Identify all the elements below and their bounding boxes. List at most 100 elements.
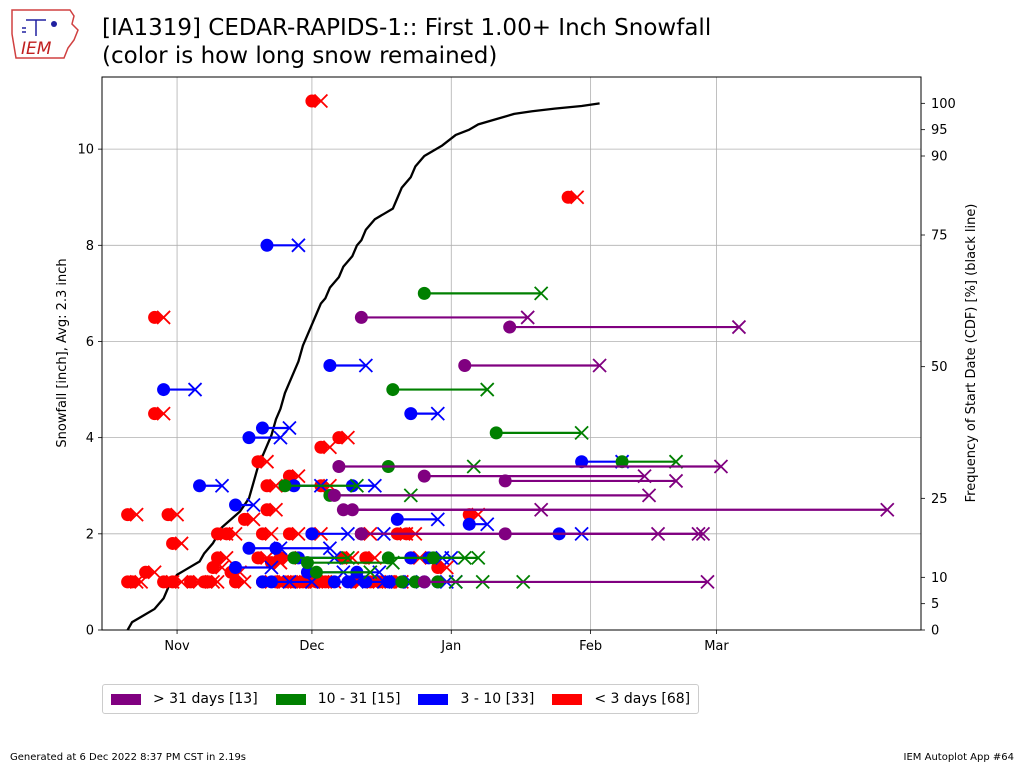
y2-tick-label: 10 xyxy=(931,571,948,586)
event-end-marker xyxy=(273,541,288,556)
y2-tick-label: 25 xyxy=(931,492,948,507)
event-end-marker xyxy=(340,526,356,541)
snow-event xyxy=(404,406,445,421)
event-start-marker xyxy=(318,575,332,589)
snow-event xyxy=(462,517,495,532)
cdf-line xyxy=(126,102,600,631)
snow-event xyxy=(161,507,185,522)
cdf-line-group xyxy=(126,102,600,631)
event-end-marker xyxy=(291,238,306,253)
snow-event xyxy=(561,190,585,205)
x-axis: Nov Dec Jan Feb Mar xyxy=(164,630,729,654)
event-end-marker xyxy=(156,406,171,421)
snow-event xyxy=(148,310,171,325)
snow-event xyxy=(278,478,365,493)
snow-event xyxy=(305,526,356,541)
event-start-marker xyxy=(309,565,323,579)
event-start-marker xyxy=(305,94,319,108)
event-start-marker xyxy=(237,512,251,526)
event-end-marker xyxy=(480,382,495,397)
event-end-marker xyxy=(259,454,275,469)
event-start-marker xyxy=(229,560,243,574)
snow-event xyxy=(157,382,203,397)
snow-event xyxy=(237,512,261,527)
x-tick-label: Nov xyxy=(164,639,190,654)
event-start-marker xyxy=(148,310,162,324)
y2-tick-label: 0 xyxy=(931,624,939,639)
y2-tick-label: 100 xyxy=(931,97,956,112)
event-start-marker xyxy=(359,551,373,565)
app-label: IEM Autoplot App #64 xyxy=(903,752,1014,763)
event-start-marker xyxy=(251,455,265,469)
event-start-marker xyxy=(260,479,274,493)
snow-event xyxy=(255,420,297,436)
snow-event xyxy=(314,440,338,455)
event-start-marker xyxy=(166,575,180,589)
event-start-marker xyxy=(161,508,175,522)
event-end-marker xyxy=(246,512,261,527)
event-start-marker xyxy=(184,575,198,589)
legend-swatch-10-31 xyxy=(275,693,306,705)
x-tick-label: Dec xyxy=(299,639,324,654)
legend-item-lt3: < 3 days [68] xyxy=(552,691,690,707)
event-start-marker xyxy=(300,556,314,570)
snow-event xyxy=(211,550,234,566)
event-start-marker xyxy=(157,575,171,589)
event-start-marker xyxy=(354,310,368,324)
event-end-marker xyxy=(430,406,445,421)
event-end-marker xyxy=(880,502,895,517)
event-end-marker xyxy=(668,473,684,489)
event-end-marker xyxy=(156,310,171,325)
snow-event xyxy=(220,526,243,541)
snow-event xyxy=(458,358,607,373)
iowa-state-outline xyxy=(11,9,79,59)
snow-event xyxy=(251,454,275,469)
event-end-marker xyxy=(313,93,329,109)
event-end-marker xyxy=(282,420,297,436)
event-start-marker xyxy=(242,431,256,445)
snow-event xyxy=(390,512,445,527)
snow-event xyxy=(193,478,230,493)
event-start-marker xyxy=(498,474,512,488)
y-tick-label: 10 xyxy=(77,143,94,158)
event-start-marker xyxy=(404,407,418,421)
snow-event xyxy=(354,526,706,541)
event-start-marker xyxy=(408,575,422,589)
event-start-marker xyxy=(157,383,171,397)
event-start-marker xyxy=(148,407,162,421)
event-start-marker xyxy=(287,551,301,565)
legend-label-3-10: 3 - 10 [33] xyxy=(460,691,535,707)
legend-item-10-31: 10 - 31 [15] xyxy=(275,691,400,707)
event-start-marker xyxy=(255,575,269,589)
y2-tick-label: 95 xyxy=(931,123,948,138)
event-start-marker xyxy=(561,190,575,204)
event-start-marker xyxy=(278,479,292,493)
snow-event xyxy=(255,526,279,541)
snow-event xyxy=(332,459,729,474)
event-end-marker xyxy=(700,574,715,590)
snow-event xyxy=(323,358,373,373)
x-tick-label: Feb xyxy=(579,639,602,654)
snow-event xyxy=(260,238,306,253)
y2-tick-label: 5 xyxy=(931,597,939,612)
event-start-marker xyxy=(458,359,472,373)
y-axis-label: Snowfall [inch], Avg: 2.3 inch xyxy=(55,258,70,447)
y-tick-label: 8 xyxy=(86,239,94,254)
event-start-marker xyxy=(327,488,341,502)
snow-event xyxy=(327,488,657,503)
event-start-marker xyxy=(332,460,346,474)
event-end-marker xyxy=(520,310,535,325)
event-start-marker xyxy=(381,551,395,565)
event-end-marker xyxy=(534,286,549,301)
event-start-marker xyxy=(426,551,440,565)
snow-event xyxy=(498,473,684,489)
generated-timestamp: Generated at 6 Dec 2022 8:37 PM CST in 2… xyxy=(10,752,247,763)
x-tick-label: Jan xyxy=(440,639,461,654)
event-end-marker xyxy=(210,574,225,590)
snow-event xyxy=(148,406,171,421)
event-start-marker xyxy=(260,503,274,517)
event-end-marker xyxy=(713,459,729,474)
snow-event xyxy=(615,454,684,469)
legend-item-3-10: 3 - 10 [33] xyxy=(418,691,534,707)
y2-axis: 0 5 10 25 50 75 90 95 100 xyxy=(921,97,956,639)
